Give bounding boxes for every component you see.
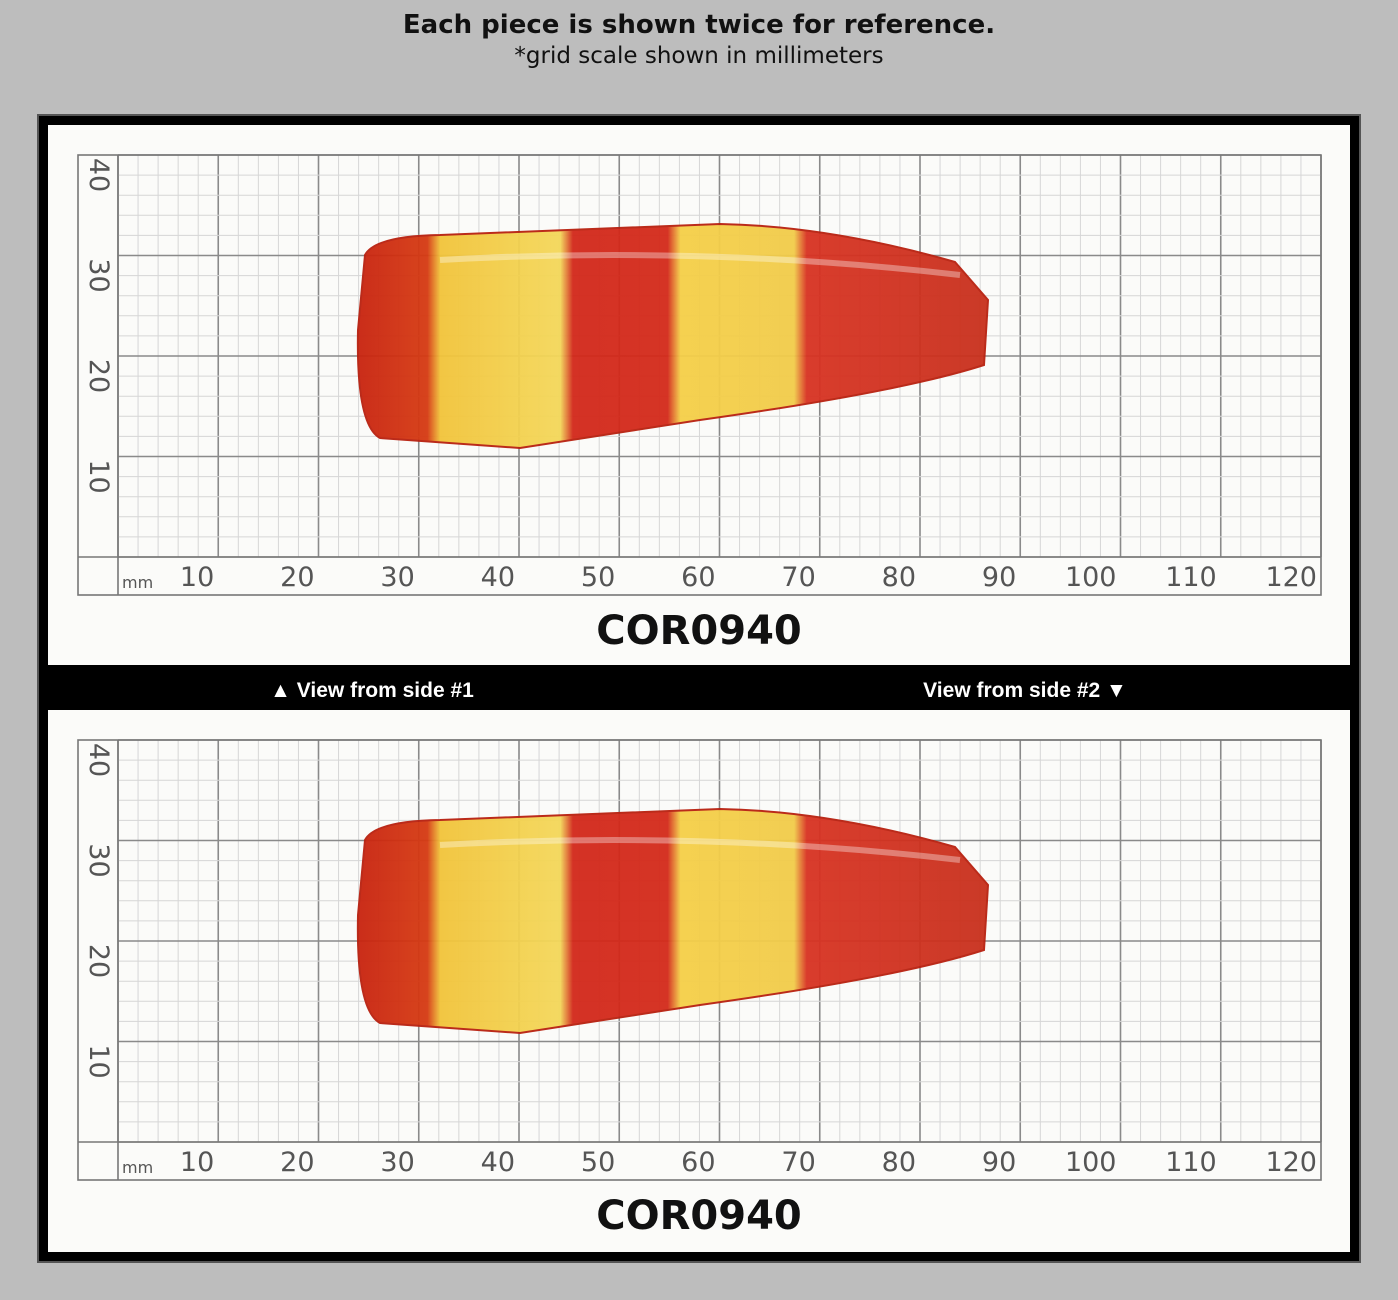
x-scale-label: 90 — [982, 1147, 1016, 1178]
y-scale-label: 40 — [83, 158, 114, 192]
product-code: COR0940 — [596, 1193, 802, 1239]
x-scale-label: 10 — [180, 562, 214, 593]
unit-label: mm — [122, 1158, 153, 1177]
x-scale-label: 80 — [882, 1147, 916, 1178]
grid-border — [77, 739, 1322, 1181]
unit-label: mm — [122, 573, 153, 592]
x-scale-label: 30 — [380, 1147, 414, 1178]
y-scale-label: 30 — [83, 843, 114, 877]
x-scale-label: 80 — [882, 562, 916, 593]
y-scale-label: 10 — [83, 1044, 114, 1078]
x-scale-label: 90 — [982, 562, 1016, 593]
header-subtitle: *grid scale shown in millimeters — [514, 43, 883, 69]
x-scale-label: 70 — [781, 1147, 815, 1178]
band-left: ▲ View from side #1 — [270, 679, 474, 702]
x-scale-label: 20 — [280, 562, 314, 593]
x-scale-label: 110 — [1165, 1147, 1217, 1178]
x-scale-label: 110 — [1165, 562, 1217, 593]
y-scale-label: 20 — [83, 359, 114, 393]
x-scale-label: 50 — [581, 1147, 615, 1178]
panel-content: mm 10 20 30 40 50 60 70 80 90 100 110 120 40 30 20 10 COR… — [77, 154, 1322, 654]
x-scale-label: 100 — [1065, 562, 1117, 593]
x-scale-label: 40 — [481, 1147, 515, 1178]
x-scale-label: 10 — [180, 1147, 214, 1178]
y-scale-label: 20 — [83, 944, 114, 978]
x-scale-label: 100 — [1065, 1147, 1117, 1178]
grid-border — [77, 154, 1322, 596]
band-right: View from side #2 ▼ — [923, 679, 1127, 702]
x-scale-label: 120 — [1265, 1147, 1317, 1178]
y-scale-label: 30 — [83, 258, 114, 292]
x-scale-label: 50 — [581, 562, 615, 593]
product-code: COR0940 — [596, 608, 802, 654]
x-scale-label: 40 — [481, 562, 515, 593]
x-scale-label: 60 — [681, 1147, 715, 1178]
header-title: Each piece is shown twice for reference. — [403, 10, 995, 40]
panel-content: mm 10 20 30 40 50 60 70 80 90 100 110 120 40 30 20 10 COR… — [77, 739, 1322, 1239]
y-scale-label: 10 — [83, 459, 114, 493]
x-scale-label: 30 — [380, 562, 414, 593]
x-scale-label: 70 — [781, 562, 815, 593]
x-scale-label: 20 — [280, 1147, 314, 1178]
x-scale-label: 60 — [681, 562, 715, 593]
x-scale-label: 120 — [1265, 562, 1317, 593]
y-scale-label: 40 — [83, 743, 114, 777]
